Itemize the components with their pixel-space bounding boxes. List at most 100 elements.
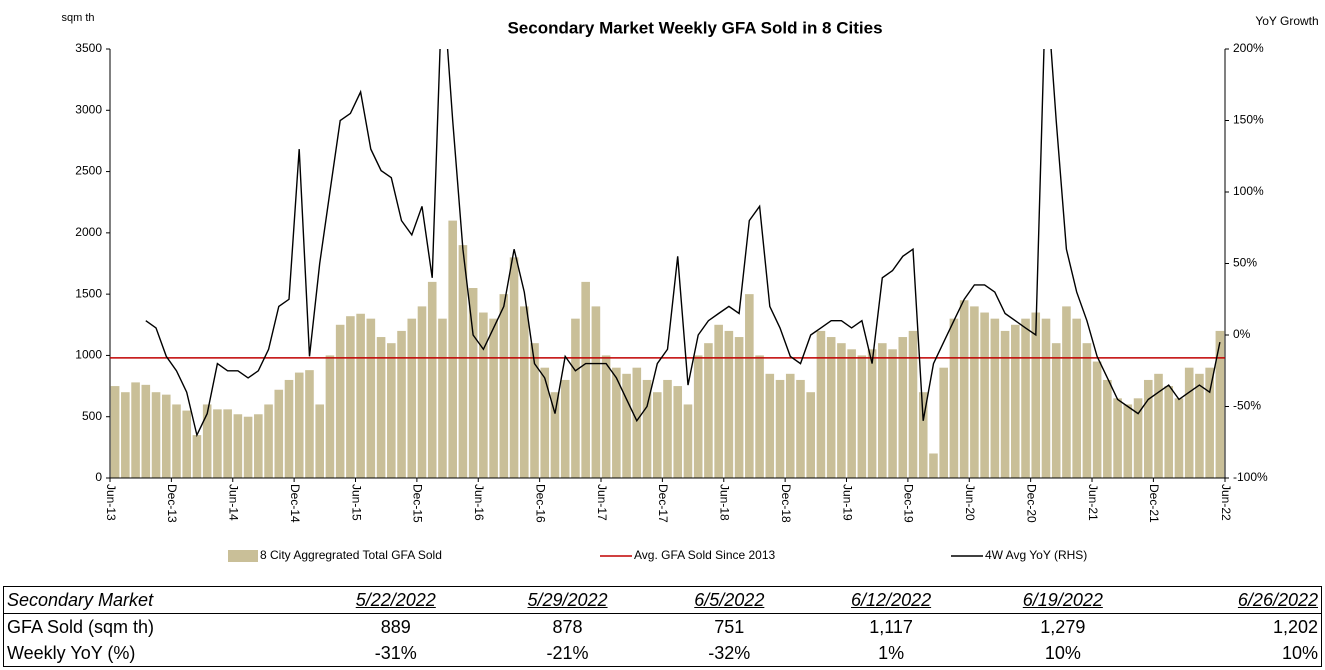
bar [683, 404, 693, 478]
y-tick-label: 2500 [75, 164, 102, 178]
bar [1000, 330, 1010, 478]
bar [468, 288, 478, 478]
bar [1041, 318, 1051, 478]
bar [1123, 404, 1133, 478]
x-tick-label: Jun-16 [472, 484, 486, 521]
table-cell: -32% [708, 642, 751, 663]
x-tick-label: Jun-13 [104, 484, 118, 521]
bar [335, 324, 345, 478]
bar [775, 379, 785, 478]
x-tick-label: Jun-22 [1219, 484, 1233, 521]
bar [141, 384, 151, 478]
bar [1174, 398, 1184, 478]
bar [693, 355, 703, 478]
bar [284, 379, 294, 478]
bar [315, 404, 324, 478]
bar [233, 414, 243, 478]
x-tick-label: Dec-14 [288, 484, 302, 523]
bar [110, 386, 120, 478]
bar [458, 245, 468, 478]
legend-swatch [228, 550, 258, 562]
bar [755, 355, 764, 478]
bar [305, 370, 314, 478]
bar [213, 409, 222, 478]
bar [622, 373, 631, 478]
y-tick-label: 500 [82, 409, 102, 423]
x-tick-label: Dec-17 [656, 484, 670, 523]
bar [264, 404, 273, 478]
table-row: Weekly YoY (%) -31% -21% -32% 1% 10% 10% [4, 640, 1322, 667]
bar [294, 372, 304, 478]
bar [673, 386, 683, 478]
y2-tick-label: 150% [1233, 113, 1264, 127]
bar [796, 379, 805, 478]
bar [642, 379, 652, 478]
bar [376, 337, 386, 478]
table-cell: 889 [380, 616, 411, 637]
bar [745, 294, 754, 478]
bar [427, 281, 437, 478]
yoy-line [145, 49, 1221, 438]
bar [1082, 343, 1092, 478]
bar [929, 453, 938, 478]
x-tick-label: Dec-16 [533, 484, 547, 523]
bar [1011, 324, 1020, 478]
bar [1154, 373, 1163, 478]
bar [591, 306, 601, 478]
bar [387, 343, 396, 478]
y2-tick-label: -100% [1233, 470, 1268, 484]
y2-tick-label: 100% [1233, 184, 1264, 198]
table-cell: 6/12/2022 [805, 586, 977, 614]
y2-tick-label: 200% [1233, 41, 1264, 55]
x-tick-label: Dec-19 [902, 484, 916, 523]
y-tick-label: 1500 [75, 286, 102, 300]
bar [980, 312, 989, 478]
table-cell: 751 [714, 616, 745, 637]
bar [1103, 379, 1112, 478]
y-axis-label: sqm th [61, 12, 94, 24]
table-cell: 6/19/2022 [976, 586, 1149, 614]
bar [356, 313, 365, 478]
bar [878, 343, 887, 478]
data-table: Secondary Market 5/22/2022 5/29/2022 6/5/20… [3, 586, 1322, 667]
bar [1205, 367, 1214, 478]
bar [407, 318, 417, 478]
y-tick-label: 2000 [75, 225, 102, 239]
table-cell: Weekly YoY (%) [7, 642, 136, 663]
bar [1031, 312, 1041, 478]
x-tick-label: Jun-14 [227, 484, 241, 521]
bar [704, 343, 713, 478]
bar [519, 306, 529, 478]
y-tick-label: 1000 [75, 348, 102, 362]
bar [1215, 330, 1225, 478]
table-cell: Secondary Market [3, 586, 310, 614]
bar [867, 349, 877, 478]
table-cell: -31% [374, 642, 417, 663]
bar [663, 379, 672, 478]
table-cell: 1,117 [869, 616, 913, 637]
x-tick-label: Dec-20 [1024, 484, 1038, 523]
table-cell: 878 [552, 616, 583, 637]
y2-axis-label: YoY Growth [1255, 14, 1318, 28]
bar [1133, 398, 1143, 478]
bar [509, 257, 519, 478]
bar [182, 410, 192, 478]
table-cell: -21% [546, 642, 589, 663]
legend-label: 8 City Aggregrated Total GFA Sold [260, 548, 442, 562]
bar [161, 394, 171, 478]
y-tick-label: 0 [95, 470, 102, 484]
bar [949, 318, 959, 478]
bar [785, 373, 795, 478]
bar [939, 367, 948, 478]
bar [366, 318, 376, 478]
x-tick-label: Jun-19 [840, 484, 854, 521]
bar [970, 306, 979, 478]
table-cell: 10% [1281, 642, 1318, 663]
bar [397, 330, 406, 478]
table-cell: 10% [1044, 642, 1081, 663]
x-tick-label: Jun-18 [718, 484, 732, 521]
bar [1092, 361, 1102, 478]
y-tick-label: 3500 [75, 41, 102, 55]
table-cell: 5/29/2022 [481, 586, 654, 614]
